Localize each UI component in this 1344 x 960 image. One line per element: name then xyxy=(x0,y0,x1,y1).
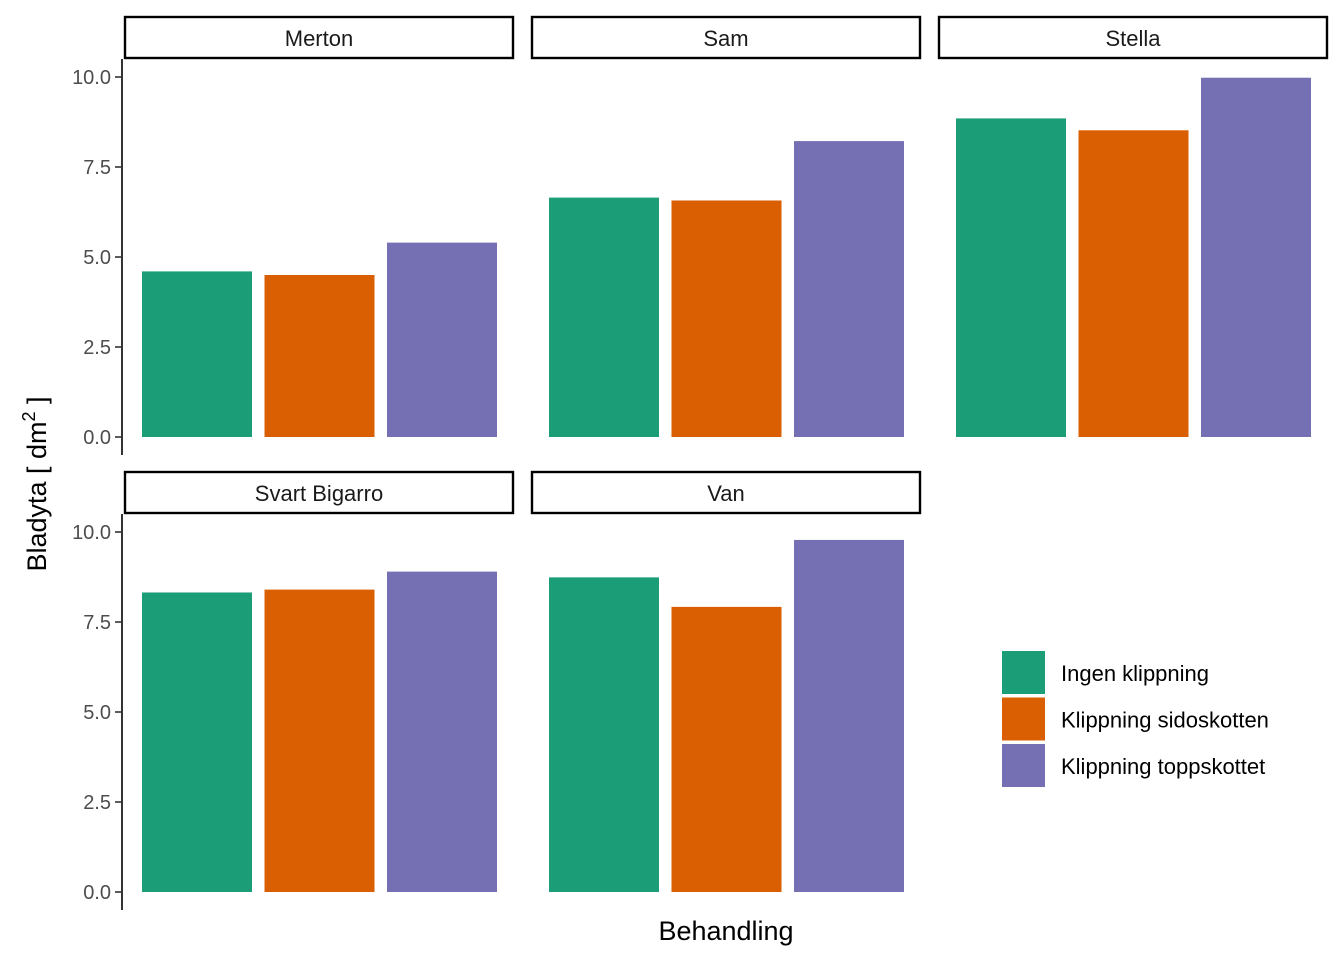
legend: Ingen klippning Klippning sidoskotten Klip… xyxy=(1002,651,1269,787)
bar-klippning-toppskottet xyxy=(794,539,904,892)
y-tick-label: 7.5 xyxy=(83,612,111,634)
legend-item: Klippning sidoskotten xyxy=(1002,697,1269,741)
facet-sam: Sam xyxy=(530,15,922,437)
y-axis-title: Bladyta [ dm2 ] xyxy=(19,396,52,571)
y-axis: 0.0 2.5 5.0 7.5 10.0 xyxy=(72,59,123,455)
facet-strip-label: Van xyxy=(707,481,745,506)
y-tick-label: 0.0 xyxy=(83,427,111,449)
y-axis-title-close: ] xyxy=(22,396,52,411)
facet-stella: Stella xyxy=(937,15,1329,438)
y-tick-label: 2.5 xyxy=(83,792,111,814)
y-tick-label: 5.0 xyxy=(83,702,111,724)
y-tick-label: 2.5 xyxy=(83,337,111,359)
facet-strip-label: Merton xyxy=(285,26,353,51)
y-axis-title-text: Bladyta [ dm xyxy=(22,421,52,571)
facet-strip-label: Stella xyxy=(1105,26,1161,51)
y-tick-label: 10.0 xyxy=(72,522,111,544)
facet-strip-label: Svart Bigarro xyxy=(255,481,383,506)
y-tick-label: 7.5 xyxy=(83,157,111,179)
legend-item: Ingen klippning xyxy=(1002,651,1209,694)
bar-klippning-toppskottet xyxy=(387,242,497,437)
bar-klippning-sidoskotten xyxy=(1078,130,1189,437)
bar-klippning-toppskottet xyxy=(387,571,497,892)
legend-item: Klippning toppskottet xyxy=(1002,744,1265,787)
facet-strip xyxy=(123,15,515,60)
y-axis-title-superscript: 2 xyxy=(19,411,39,421)
legend-swatch xyxy=(1002,651,1045,694)
facet-strip xyxy=(530,15,922,60)
bar-klippning-toppskottet xyxy=(794,141,904,437)
facet-van: Van xyxy=(530,470,922,892)
legend-label: Klippning toppskottet xyxy=(1061,754,1265,779)
bar-klippning-sidoskotten xyxy=(671,606,782,892)
bar-ingen-klippning xyxy=(956,118,1066,438)
legend-label: Klippning sidoskotten xyxy=(1061,708,1269,733)
y-tick-label: 0.0 xyxy=(83,882,111,904)
bar-ingen-klippning xyxy=(142,271,252,437)
bar-klippning-sidoskotten xyxy=(264,589,375,892)
x-axis-title: Behandling xyxy=(658,916,793,946)
facet-strip xyxy=(123,470,515,515)
bar-klippning-toppskottet xyxy=(1201,77,1311,437)
legend-swatch xyxy=(1002,697,1045,741)
facet-panels: Merton 0.0 2.5 5.0 7.5 10.0 Sam Stella Svart Big… xyxy=(72,15,1329,910)
bar-ingen-klippning xyxy=(142,592,252,892)
facet-strip xyxy=(530,470,922,515)
facet-strip-label: Sam xyxy=(703,26,748,51)
legend-label: Ingen klippning xyxy=(1061,661,1209,686)
y-tick-label: 10.0 xyxy=(72,67,111,89)
y-axis: 0.0 2.5 5.0 7.5 10.0 xyxy=(72,514,123,910)
bar-klippning-sidoskotten xyxy=(264,275,375,437)
facet-strip xyxy=(937,15,1329,60)
facet-svart-bigarro: Svart Bigarro 0.0 2.5 5.0 7.5 10.0 xyxy=(72,470,515,910)
y-tick-label: 5.0 xyxy=(83,247,111,269)
bar-ingen-klippning xyxy=(549,197,659,437)
facet-merton: Merton 0.0 2.5 5.0 7.5 10.0 xyxy=(72,15,515,455)
legend-swatch xyxy=(1002,744,1045,787)
bar-ingen-klippning xyxy=(549,577,659,892)
bar-klippning-sidoskotten xyxy=(671,200,782,437)
